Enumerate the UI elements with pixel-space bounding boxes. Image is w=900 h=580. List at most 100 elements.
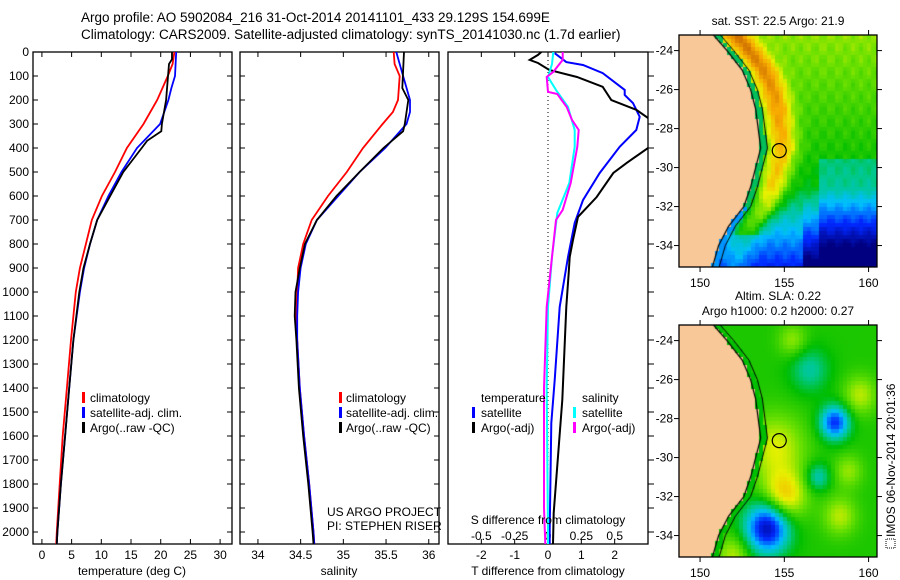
legend-label: satellite-adj. clim. <box>346 406 438 420</box>
series-line-argo-raw-qc- <box>293 52 410 544</box>
x-tick-label: 10 <box>95 548 109 562</box>
lat-tick-label: -32 <box>656 200 674 214</box>
y-tick-label: 1700 <box>2 453 29 467</box>
y-tick-label: 1300 <box>2 357 29 371</box>
y-tick-label: 1400 <box>2 381 29 395</box>
y-tick-label: 600 <box>9 189 29 203</box>
legend-label: Argo(-adj) <box>582 421 635 435</box>
legend-label: climatology <box>346 391 406 405</box>
salinity-panel: 34 34.5 35 35.5 36 <box>239 51 440 562</box>
salinity-legend: climatology satellite-adj. clim. Argo(..… <box>339 391 438 435</box>
y-tick-label: 1800 <box>2 477 29 491</box>
legend-label: satellite-adj. clim. <box>90 406 182 420</box>
sla-map-title-2: Argo h1000: 0.2 h2000: 0.27 <box>702 304 854 318</box>
legend-label: Argo(..raw -QC) <box>90 421 175 435</box>
tdiff-xlabel: T difference from climatology <box>471 564 625 578</box>
y-tick-label: 700 <box>9 213 29 227</box>
map-frame <box>678 324 878 558</box>
x-tick-label: 5 <box>68 548 75 562</box>
x-tick-label: 15 <box>124 548 138 562</box>
s-tick-label: -0.5 <box>471 529 492 543</box>
legend-swatch-argo <box>339 422 342 433</box>
lat-tick-label: -26 <box>656 373 674 387</box>
legend-swatch-s-satellite <box>573 407 576 418</box>
x-tick-label: 34.5 <box>289 548 313 562</box>
y-tick-label: 300 <box>9 117 29 131</box>
legend-swatch-climatology <box>82 392 85 403</box>
plot-frame <box>239 51 440 545</box>
x-tick-label: 0 <box>39 548 46 562</box>
salinity-xlabel: salinity <box>321 564 358 578</box>
y-tick-label: 1200 <box>2 333 29 347</box>
x-tick-label: 1 <box>578 548 585 562</box>
lat-tick-label: -34 <box>656 529 674 543</box>
x-tick-label: 35.5 <box>374 548 398 562</box>
timestamp: IMOS 06-Nov-2014 20:01:36 <box>884 383 898 549</box>
x-tick-label: -2 <box>476 548 487 562</box>
legend-swatch-t-argo <box>472 422 475 433</box>
x-tick-label: 35 <box>337 548 351 562</box>
x-tick-label: 20 <box>154 548 168 562</box>
lat-tick-label: -24 <box>656 334 674 348</box>
s-tick-label: -0.25 <box>501 529 529 543</box>
lat-tick-label: -28 <box>656 122 674 136</box>
sst-map-axes: 150 155 160 -24 -26 -28 -30 -32 -34 <box>656 30 882 290</box>
legend-swatch-satellite <box>82 407 85 418</box>
legend-label: satellite <box>481 406 522 420</box>
x-tick-label: 0 <box>545 548 552 562</box>
y-tick-label: 800 <box>9 237 29 251</box>
series-line-t-satellite <box>548 52 641 544</box>
y-tick-label: 500 <box>9 165 29 179</box>
map-frame <box>678 34 878 268</box>
lon-tick-label: 160 <box>859 566 879 580</box>
x-tick-label: 34 <box>251 548 265 562</box>
x-tick-label: 36 <box>422 548 436 562</box>
s-tick-label: 0.5 <box>606 529 623 543</box>
legend-swatch-argo <box>82 422 85 433</box>
lon-tick-label: 160 <box>859 276 879 290</box>
y-tick-label: 200 <box>9 93 29 107</box>
x-tick-label: -1 <box>509 548 520 562</box>
lat-tick-label: -30 <box>656 161 674 175</box>
y-tick-label: 900 <box>9 261 29 275</box>
legend-swatch-climatology <box>339 392 342 403</box>
sst-map-title: sat. SST: 22.5 Argo: 21.9 <box>712 14 845 28</box>
lat-tick-label: -34 <box>656 239 674 253</box>
argo-float-marker <box>771 432 787 449</box>
series-line-s-argo-adj- <box>543 52 580 544</box>
y-tick-label: 0 <box>22 45 29 59</box>
y-tick-label: 1600 <box>2 429 29 443</box>
sla-map-canvas <box>679 325 877 557</box>
sla-map-title-1: Altim. SLA: 0.22 <box>735 289 821 303</box>
series-line-s-satellite <box>545 52 576 544</box>
lat-tick-label: -32 <box>656 490 674 504</box>
y-tick-label: 1000 <box>2 285 29 299</box>
y-tick-label: 400 <box>9 141 29 155</box>
timestamp-text: IMOS 06-Nov-2014 20:01:36 <box>884 383 898 537</box>
lon-tick-label: 150 <box>690 566 710 580</box>
x-tick-label: 30 <box>213 548 227 562</box>
legend-label: Argo(-adj) <box>481 421 534 435</box>
plot-frame <box>32 51 233 545</box>
legend-swatch-t-satellite <box>472 407 475 418</box>
x-tick-label: 25 <box>184 548 198 562</box>
title-line-2: Climatology: CARS2009. Satellite-adjuste… <box>81 27 621 42</box>
sla-map-axes: 150 155 160 -24 -26 -28 -30 -32 -34 <box>656 320 882 580</box>
project-line-1: US ARGO PROJECT <box>327 505 442 519</box>
temperature-xlabel: temperature (deg C) <box>78 564 186 578</box>
lat-tick-label: -26 <box>656 83 674 97</box>
sst-map-canvas <box>679 35 877 267</box>
lat-tick-label: -28 <box>656 412 674 426</box>
legend-label: Argo(..raw -QC) <box>346 421 431 435</box>
y-tick-label: 100 <box>9 69 29 83</box>
y-tick-label: 2000 <box>2 525 29 539</box>
argo-float-marker <box>771 142 787 159</box>
y-tick-label: 1900 <box>2 501 29 515</box>
lon-tick-label: 155 <box>774 566 794 580</box>
legend-title-temperature: temperature <box>481 391 546 405</box>
legend-swatch-s-argo <box>573 422 576 433</box>
series-line-argo-raw-qc- <box>55 52 173 544</box>
s-tick-label: 0.25 <box>570 529 594 543</box>
